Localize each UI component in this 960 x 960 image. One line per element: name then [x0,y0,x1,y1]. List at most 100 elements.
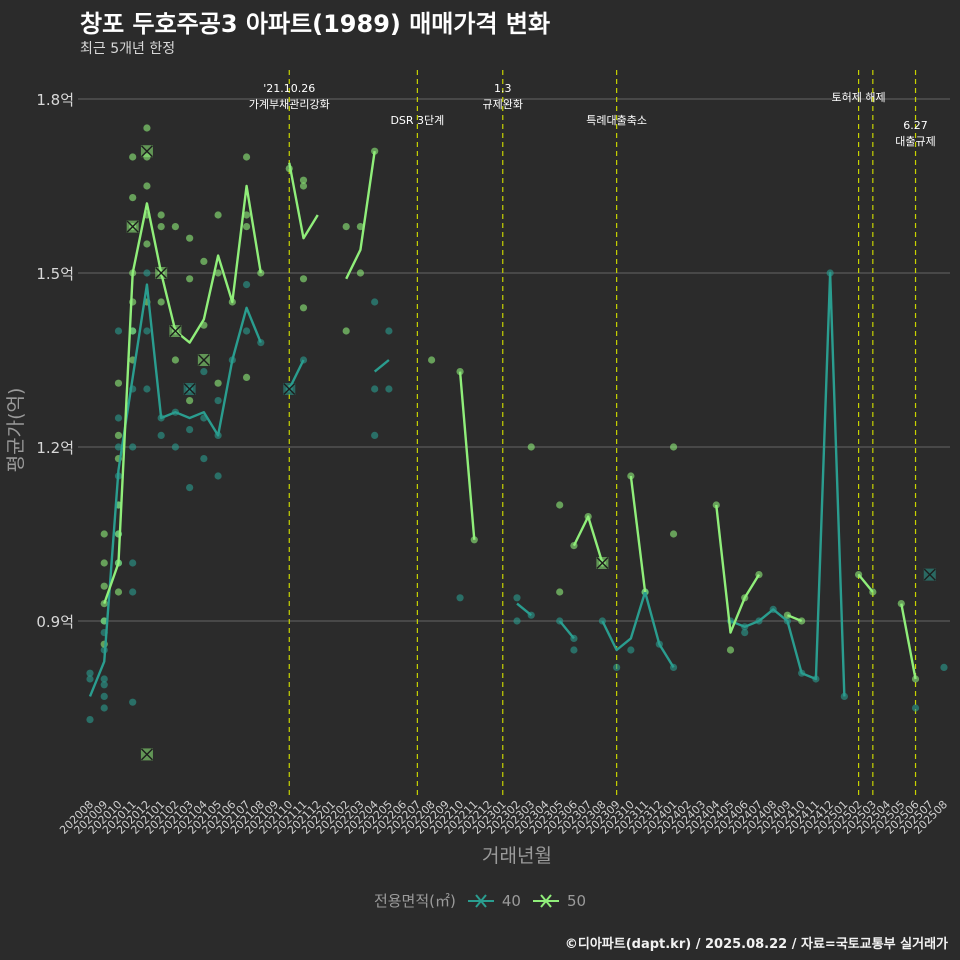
cancelled-marker-stroke [923,568,936,581]
policy-event-label: 1.3 [494,82,512,95]
transaction-point-50 [356,269,365,277]
transaction-point-50 [299,275,308,283]
transaction-point-40 [242,327,251,335]
legend-label-40: 40 [501,891,521,910]
chart-subtitle: 최근 5개년 한정 [80,41,176,57]
transaction-point-50 [100,530,108,538]
average-line-50 [715,504,760,634]
transaction-point-40 [840,692,848,701]
cancelled-marker-stroke [283,383,296,395]
transaction-point-50 [214,379,222,387]
transaction-point-50 [342,223,350,231]
cancelled-marker-stroke [169,325,182,337]
transaction-point-40 [100,681,108,689]
average-line-50 [900,603,917,680]
policy-event-label: DSR 3단계 [390,114,444,127]
transaction-point-50 [143,182,151,190]
transaction-point-50 [114,588,123,596]
average-line-40 [373,359,390,373]
transaction-point-40 [371,431,379,439]
cancelled-marker-50 [596,557,609,569]
legend-title: 전용면적(㎡) [373,892,456,910]
transaction-point-50 [143,124,151,132]
transaction-point-40 [214,472,222,480]
transaction-point-40 [200,368,208,376]
transaction-point-50 [114,379,123,387]
legend: 전용면적(㎡) 40 50 [0,890,960,911]
transaction-point-40 [171,443,179,451]
policy-event-label: 6.27 [903,119,928,132]
transaction-point-40 [613,663,621,672]
cancelled-marker-stroke [155,267,168,279]
transaction-point-50 [726,646,735,654]
average-line-50 [103,184,262,604]
y-axis-label: 평균가(억) [5,388,27,473]
transaction-point-40 [143,327,151,335]
transaction-point-50 [242,211,251,219]
transaction-point-40 [214,397,222,405]
transaction-point-50 [470,536,478,544]
transaction-point-50 [356,223,365,231]
transaction-point-50 [242,373,251,381]
transaction-point-50 [214,269,222,277]
cancelled-marker-stroke [140,748,153,761]
average-line-50 [857,573,874,593]
transaction-point-50 [157,298,165,306]
transaction-point-40 [911,704,920,712]
transaction-point-40 [129,443,137,451]
source-caption: ©디아파트(dapt.kr) / 2025.08.22 / 자료=국토교통부 실… [564,937,948,952]
transaction-point-40 [371,298,379,306]
transaction-point-40 [143,385,151,393]
transaction-point-50 [527,443,535,451]
transaction-point-50 [186,234,194,242]
cancelled-marker-stroke [197,354,210,366]
legend-item-50: 50 [531,892,586,910]
transaction-point-50 [242,153,251,161]
average-line-40 [730,271,846,697]
transaction-point-50 [242,223,251,231]
average-line-40 [558,620,575,640]
transaction-point-50 [114,431,123,439]
transaction-point-40 [114,414,123,422]
transaction-point-40 [100,675,108,683]
transaction-point-40 [186,426,194,434]
average-line-40 [601,590,675,669]
cancelled-marker-40 [183,383,196,395]
cancelled-marker-50 [126,220,139,233]
transaction-point-50 [669,530,678,538]
transaction-point-50 [186,275,194,283]
transaction-point-40 [86,669,94,677]
transaction-point-50 [200,257,208,265]
transaction-point-50 [342,327,350,335]
axes: 0.9억1.2억1.5억1.8억202008202009202010202011… [36,91,950,837]
transaction-point-50 [157,211,165,219]
average-line-50 [629,475,647,593]
transaction-point-40 [242,281,251,289]
transaction-point-40 [200,455,208,463]
transaction-point-40 [513,617,521,625]
transaction-point-40 [129,559,137,567]
average-line-40 [516,602,532,617]
transaction-point-40 [385,385,393,393]
transaction-point-40 [570,646,578,654]
transaction-point-50 [100,559,108,567]
y-tick-label: 1.2억 [36,439,74,457]
transaction-point-40 [385,327,393,335]
transaction-point-40 [940,663,948,672]
policy-event-label: '21.10.26 [263,82,315,95]
cancelled-marker-40 [283,383,296,395]
transaction-point-50 [129,153,137,161]
transaction-point-50 [299,182,308,190]
policy-event-label: 대출규제 [895,135,935,148]
average-line-50 [458,371,476,540]
transaction-point-40 [129,588,137,596]
average-lines [88,151,917,697]
y-tick-label: 1.8억 [36,91,74,109]
transaction-point-50 [157,223,165,231]
transaction-point-40 [456,594,464,602]
transaction-point-40 [513,594,521,602]
transaction-point-40 [157,431,165,439]
cancelled-marker-40 [923,568,936,581]
average-line-50 [786,614,803,623]
